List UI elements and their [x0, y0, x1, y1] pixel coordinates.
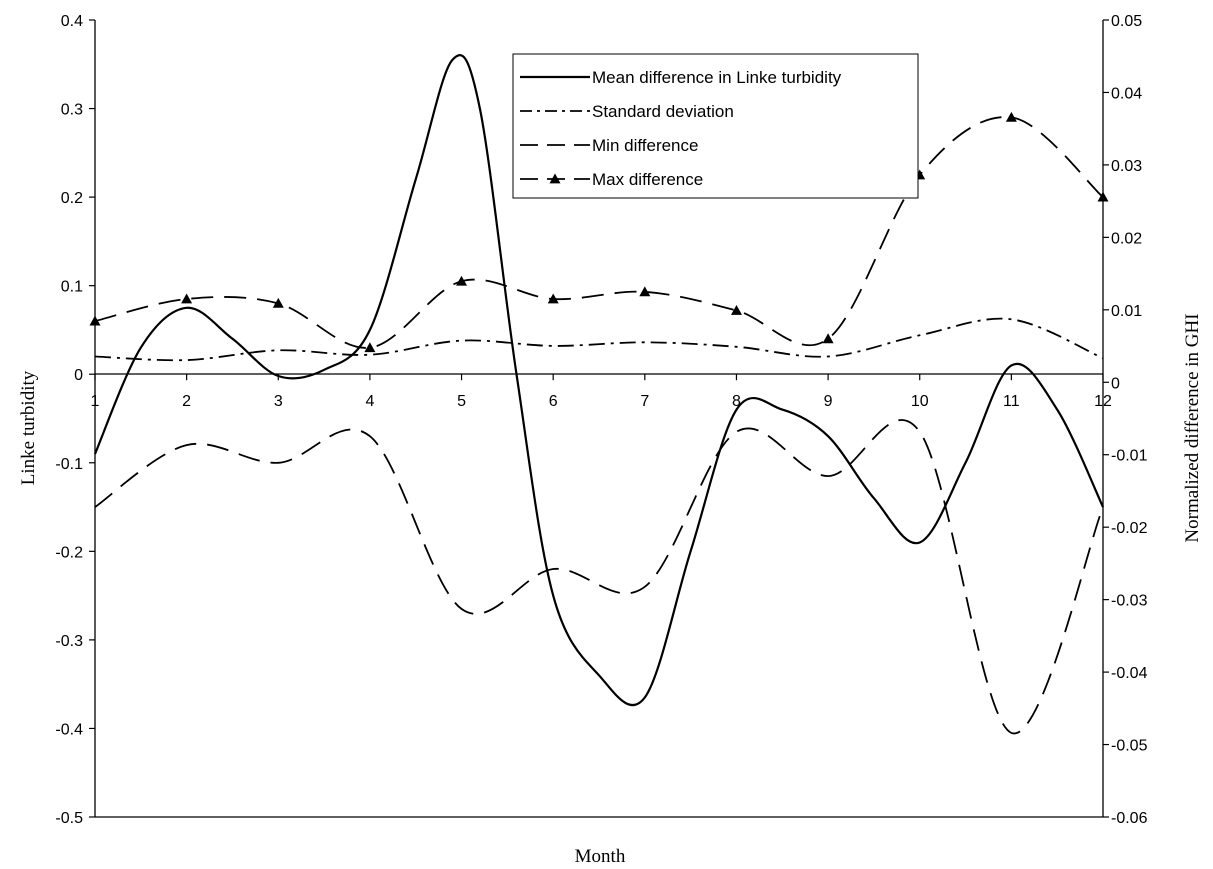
- x-axis-title: Month: [575, 846, 626, 867]
- legend-marker: [549, 173, 561, 184]
- y-tick-label: 0.1: [61, 279, 83, 296]
- x-tick-label: 8: [732, 393, 741, 410]
- x-tick-label: 9: [824, 393, 833, 410]
- y2-tick-label: 0.04: [1111, 85, 1142, 102]
- y2-tick-label: -0.01: [1111, 448, 1148, 465]
- series-line-1: [93, 54, 1104, 707]
- y-tick-label: -0.3: [55, 633, 83, 650]
- x-tick-group: 1 2 3 4 5 6 7 8 9 10 11 12: [91, 374, 1112, 410]
- y2-tick-label: 0: [1111, 375, 1120, 392]
- max-difference-point: [89, 315, 101, 326]
- max-difference-point: [1005, 111, 1017, 122]
- y2-tick-label: 0.03: [1111, 158, 1142, 175]
- y2-tick-label: 0.05: [1111, 13, 1142, 30]
- max-difference-point: [822, 333, 834, 344]
- x-tick-label: 4: [365, 393, 374, 410]
- max-difference-point: [456, 275, 467, 286]
- x-tick-label: 1: [91, 393, 100, 410]
- right-tick-group: 0.05 0.04 0.03 0.02 0.01 0 -0.01 -0.02 -0.03 -0.0…: [1103, 13, 1148, 827]
- y-tick-label: 0.3: [61, 102, 83, 119]
- max-difference-point: [547, 293, 559, 304]
- max-difference-point: [181, 293, 193, 304]
- y2-tick-label: -0.05: [1111, 738, 1148, 755]
- y-axis-title: Linke turbidity: [18, 370, 39, 485]
- y2-tick-label: -0.06: [1111, 810, 1148, 827]
- legend: Mean difference in Linke turbidity Standa…: [512, 53, 919, 199]
- x-tick-label: 10: [911, 393, 929, 410]
- max-difference-point: [1097, 191, 1109, 202]
- max-difference-point: [731, 305, 742, 315]
- y-tick-label: -0.5: [55, 810, 83, 827]
- y2-tick-label: 0.01: [1111, 303, 1142, 320]
- series-layer: [89, 54, 1109, 734]
- y-tick-label: -0.1: [55, 456, 83, 473]
- y-tick-label: 0.2: [61, 190, 83, 207]
- max-difference-point: [639, 286, 651, 297]
- left-tick-group: 0.4 0.3 0.2 0.1 0 -0.1 -0.2 -0.3 -0.4 -0.5: [55, 13, 95, 827]
- y-tick-label: -0.2: [55, 544, 83, 561]
- series-line-3: [94, 419, 1104, 734]
- plot-frame: [94, 20, 1104, 818]
- max-difference-point: [272, 297, 284, 308]
- x-tick-label: 2: [182, 393, 191, 410]
- x-tick-label: 5: [457, 393, 466, 410]
- x-tick-label: 6: [549, 393, 558, 410]
- legend-label-4: Max difference: [592, 170, 703, 189]
- y-tick-label: 0: [74, 367, 83, 384]
- series-line-2: [94, 317, 1104, 362]
- legend-label-3: Min difference: [592, 136, 698, 155]
- y-tick-label: 0.4: [61, 13, 83, 30]
- legend-label-1: Mean difference in Linke turbidity: [592, 68, 842, 87]
- y2-tick-label: 0.02: [1111, 230, 1142, 247]
- y2-tick-label: -0.04: [1111, 665, 1148, 682]
- y2-tick-label: -0.03: [1111, 593, 1148, 610]
- y2-axis-title: Normalized difference in GHI: [1182, 313, 1203, 542]
- x-tick-label: 11: [1003, 393, 1020, 410]
- y2-tick-label: -0.02: [1111, 520, 1148, 537]
- y-tick-label: -0.4: [55, 721, 83, 738]
- legend-label-2: Standard deviation: [592, 102, 734, 121]
- x-tick-label: 7: [640, 393, 649, 410]
- max-difference-point: [364, 342, 376, 353]
- x-tick-label: 12: [1094, 393, 1112, 410]
- x-tick-label: 3: [274, 393, 283, 410]
